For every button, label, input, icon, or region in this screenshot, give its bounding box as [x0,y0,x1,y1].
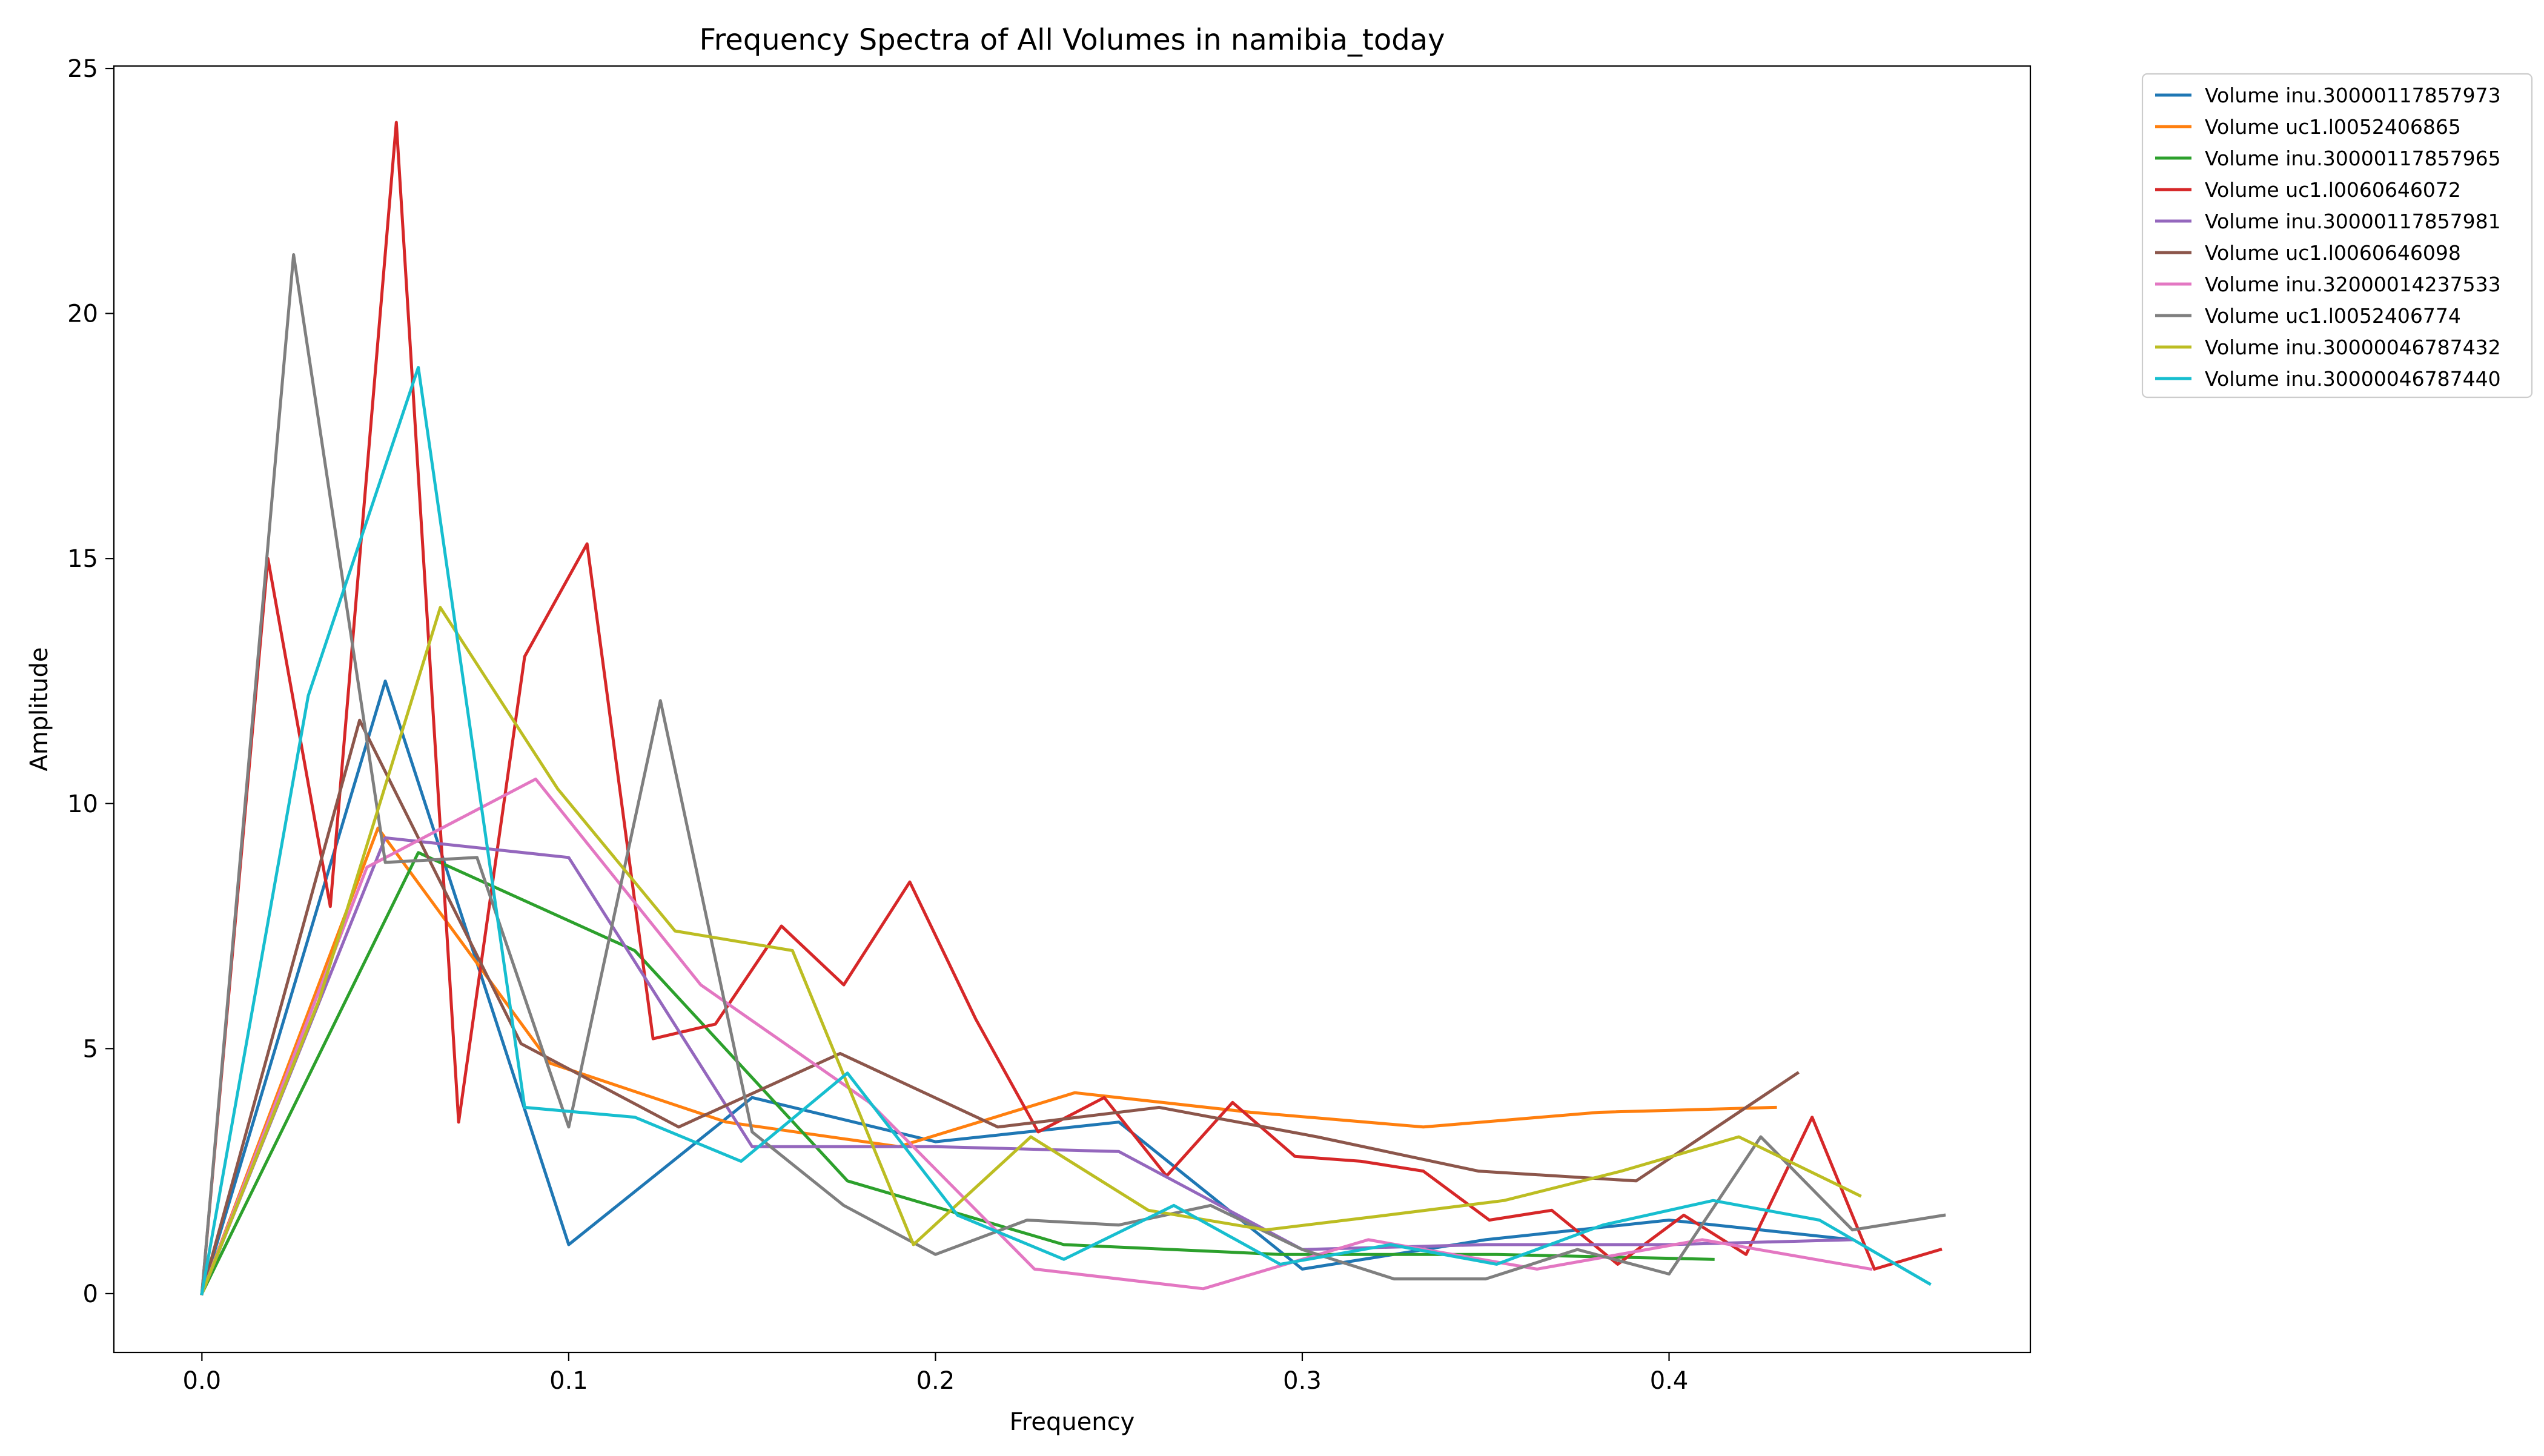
legend-entry-label: Volume uc1.l0060646072 [2205,178,2461,202]
plot-area-frame [113,65,2032,1354]
y-axis: 0 5 10 15 20 25 [67,55,114,1308]
x-tick-label: 0.2 [916,1367,955,1395]
x-tick-label: 0.3 [1283,1367,1322,1395]
y-tick-label: 0 [83,1280,98,1308]
x-tick-label: 0.0 [183,1367,222,1395]
series-line-2 [200,826,1777,1296]
x-tick-label: 0.4 [1650,1367,1689,1395]
y-axis-label: Amplitude [25,647,53,772]
y-tick-label: 15 [67,545,98,573]
series-line-4 [200,121,1943,1296]
series-line-5 [200,836,1854,1296]
y-tick-label: 10 [67,790,98,818]
x-axis: 0.0 0.1 0.2 0.3 0.4 [183,1352,1689,1395]
series-line-7 [200,777,1873,1296]
legend-entry-label: Volume inu.30000046787440 [2205,367,2501,391]
legend-entry-label: Volume uc1.l0052406865 [2205,115,2461,139]
series-line-9 [200,606,1862,1296]
legend-entry-label: Volume inu.30000117857981 [2205,210,2501,233]
series-line-8 [200,253,1946,1296]
y-tick-label: 25 [67,55,98,83]
legend-entry-label: Volume uc1.l0052406774 [2205,304,2461,328]
legend-entry-label: Volume inu.30000046787432 [2205,336,2501,359]
legend-entry-label: Volume inu.30000117857965 [2205,147,2501,170]
series-line-6 [200,718,1800,1296]
legend-frame [2141,73,2533,399]
y-tick-label: 5 [83,1035,98,1063]
series-line-10 [200,366,1932,1296]
legend-entry-label: Volume inu.30000117857973 [2205,84,2501,107]
legend-entry-label: Volume uc1.l0060646098 [2205,241,2461,265]
x-tick-label: 0.1 [549,1367,588,1395]
x-axis-label: Frequency [1010,1408,1135,1436]
series-layer [199,121,1946,1296]
y-tick-label: 20 [67,300,98,328]
legend-entry-label: Volume inu.32000014237533 [2205,273,2501,296]
legend: Volume inu.30000117857973 Volume uc1.l005… [2141,73,2533,399]
chart-title: Frequency Spectra of All Volumes in nami… [699,23,1445,57]
